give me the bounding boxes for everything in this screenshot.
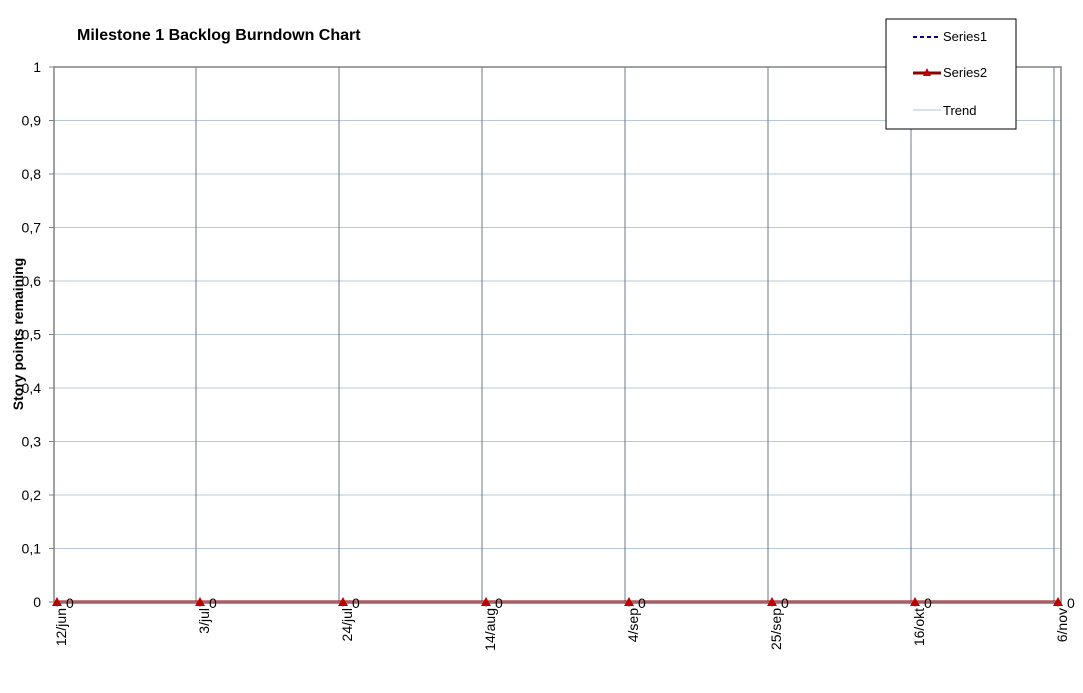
legend-trend-label: Trend: [943, 103, 976, 118]
legend: Series1 Series2 Trend: [885, 18, 1017, 130]
y-tick-label: 1: [33, 59, 41, 75]
y-tick-label: 0,2: [22, 487, 42, 503]
series-layer: 0 0 0 0 0 0 0 0: [52, 595, 1075, 611]
x-axis-ticks: 12/jun 3/jul 24/jul 14/aug 4/sep 25/sep 16/okt…: [53, 602, 1070, 651]
series2-marker: [195, 597, 205, 606]
y-tick-label: 0,6: [22, 273, 42, 289]
y-tick-label: 0,5: [22, 327, 42, 343]
series2-marker: [52, 597, 62, 606]
y-tick-label: 0: [33, 594, 41, 610]
series2-marker: [338, 597, 348, 606]
y-tick-label: 0,1: [22, 541, 42, 557]
series2-data-label: 0: [1067, 595, 1075, 611]
series2-marker: [481, 597, 491, 606]
series2-data-label: 0: [781, 595, 789, 611]
series2-data-label: 0: [66, 595, 74, 611]
x-tick-label: 4/sep: [625, 608, 641, 642]
horizontal-gridlines: [54, 66, 1061, 549]
series2-marker: [767, 597, 777, 606]
legend-series1-label: Series1: [943, 29, 987, 44]
y-tick-label: 0,7: [22, 220, 42, 236]
x-tick-label: 16/okt: [911, 608, 927, 646]
y-axis-label: Story points remaining: [10, 258, 26, 410]
y-axis-ticks: 0 0,1 0,2 0,3 0,4 0,5 0,6 0,7 0,8 0,9 1: [22, 59, 54, 610]
legend-series2-marker: [923, 68, 931, 76]
x-tick-label: 3/jul: [196, 608, 212, 634]
series2-marker: [624, 597, 634, 606]
x-tick-label: 12/jun: [53, 608, 69, 646]
x-tick-label: 24/jul: [339, 608, 355, 641]
y-tick-label: 0,4: [22, 380, 42, 396]
x-tick-label: 25/sep: [768, 608, 784, 650]
y-tick-label: 0,8: [22, 166, 42, 182]
vertical-gridlines: [195, 67, 1055, 602]
legend-series2-label: Series2: [943, 65, 987, 80]
series2-data-label: 0: [495, 595, 503, 611]
series2-data-label: 0: [209, 595, 217, 611]
y-tick-label: 0,9: [22, 113, 42, 129]
x-tick-label: 6/nov: [1054, 608, 1070, 642]
x-tick-label: 14/aug: [482, 608, 498, 651]
series2-data-label: 0: [352, 595, 360, 611]
series2-data-label: 0: [638, 595, 646, 611]
series2-marker: [1053, 597, 1063, 606]
y-tick-label: 0,3: [22, 434, 42, 450]
chart-title: Milestone 1 Backlog Burndown Chart: [77, 27, 361, 44]
series2-data-label: 0: [924, 595, 932, 611]
legend-box: [885, 18, 1017, 130]
series2-marker: [910, 597, 920, 606]
